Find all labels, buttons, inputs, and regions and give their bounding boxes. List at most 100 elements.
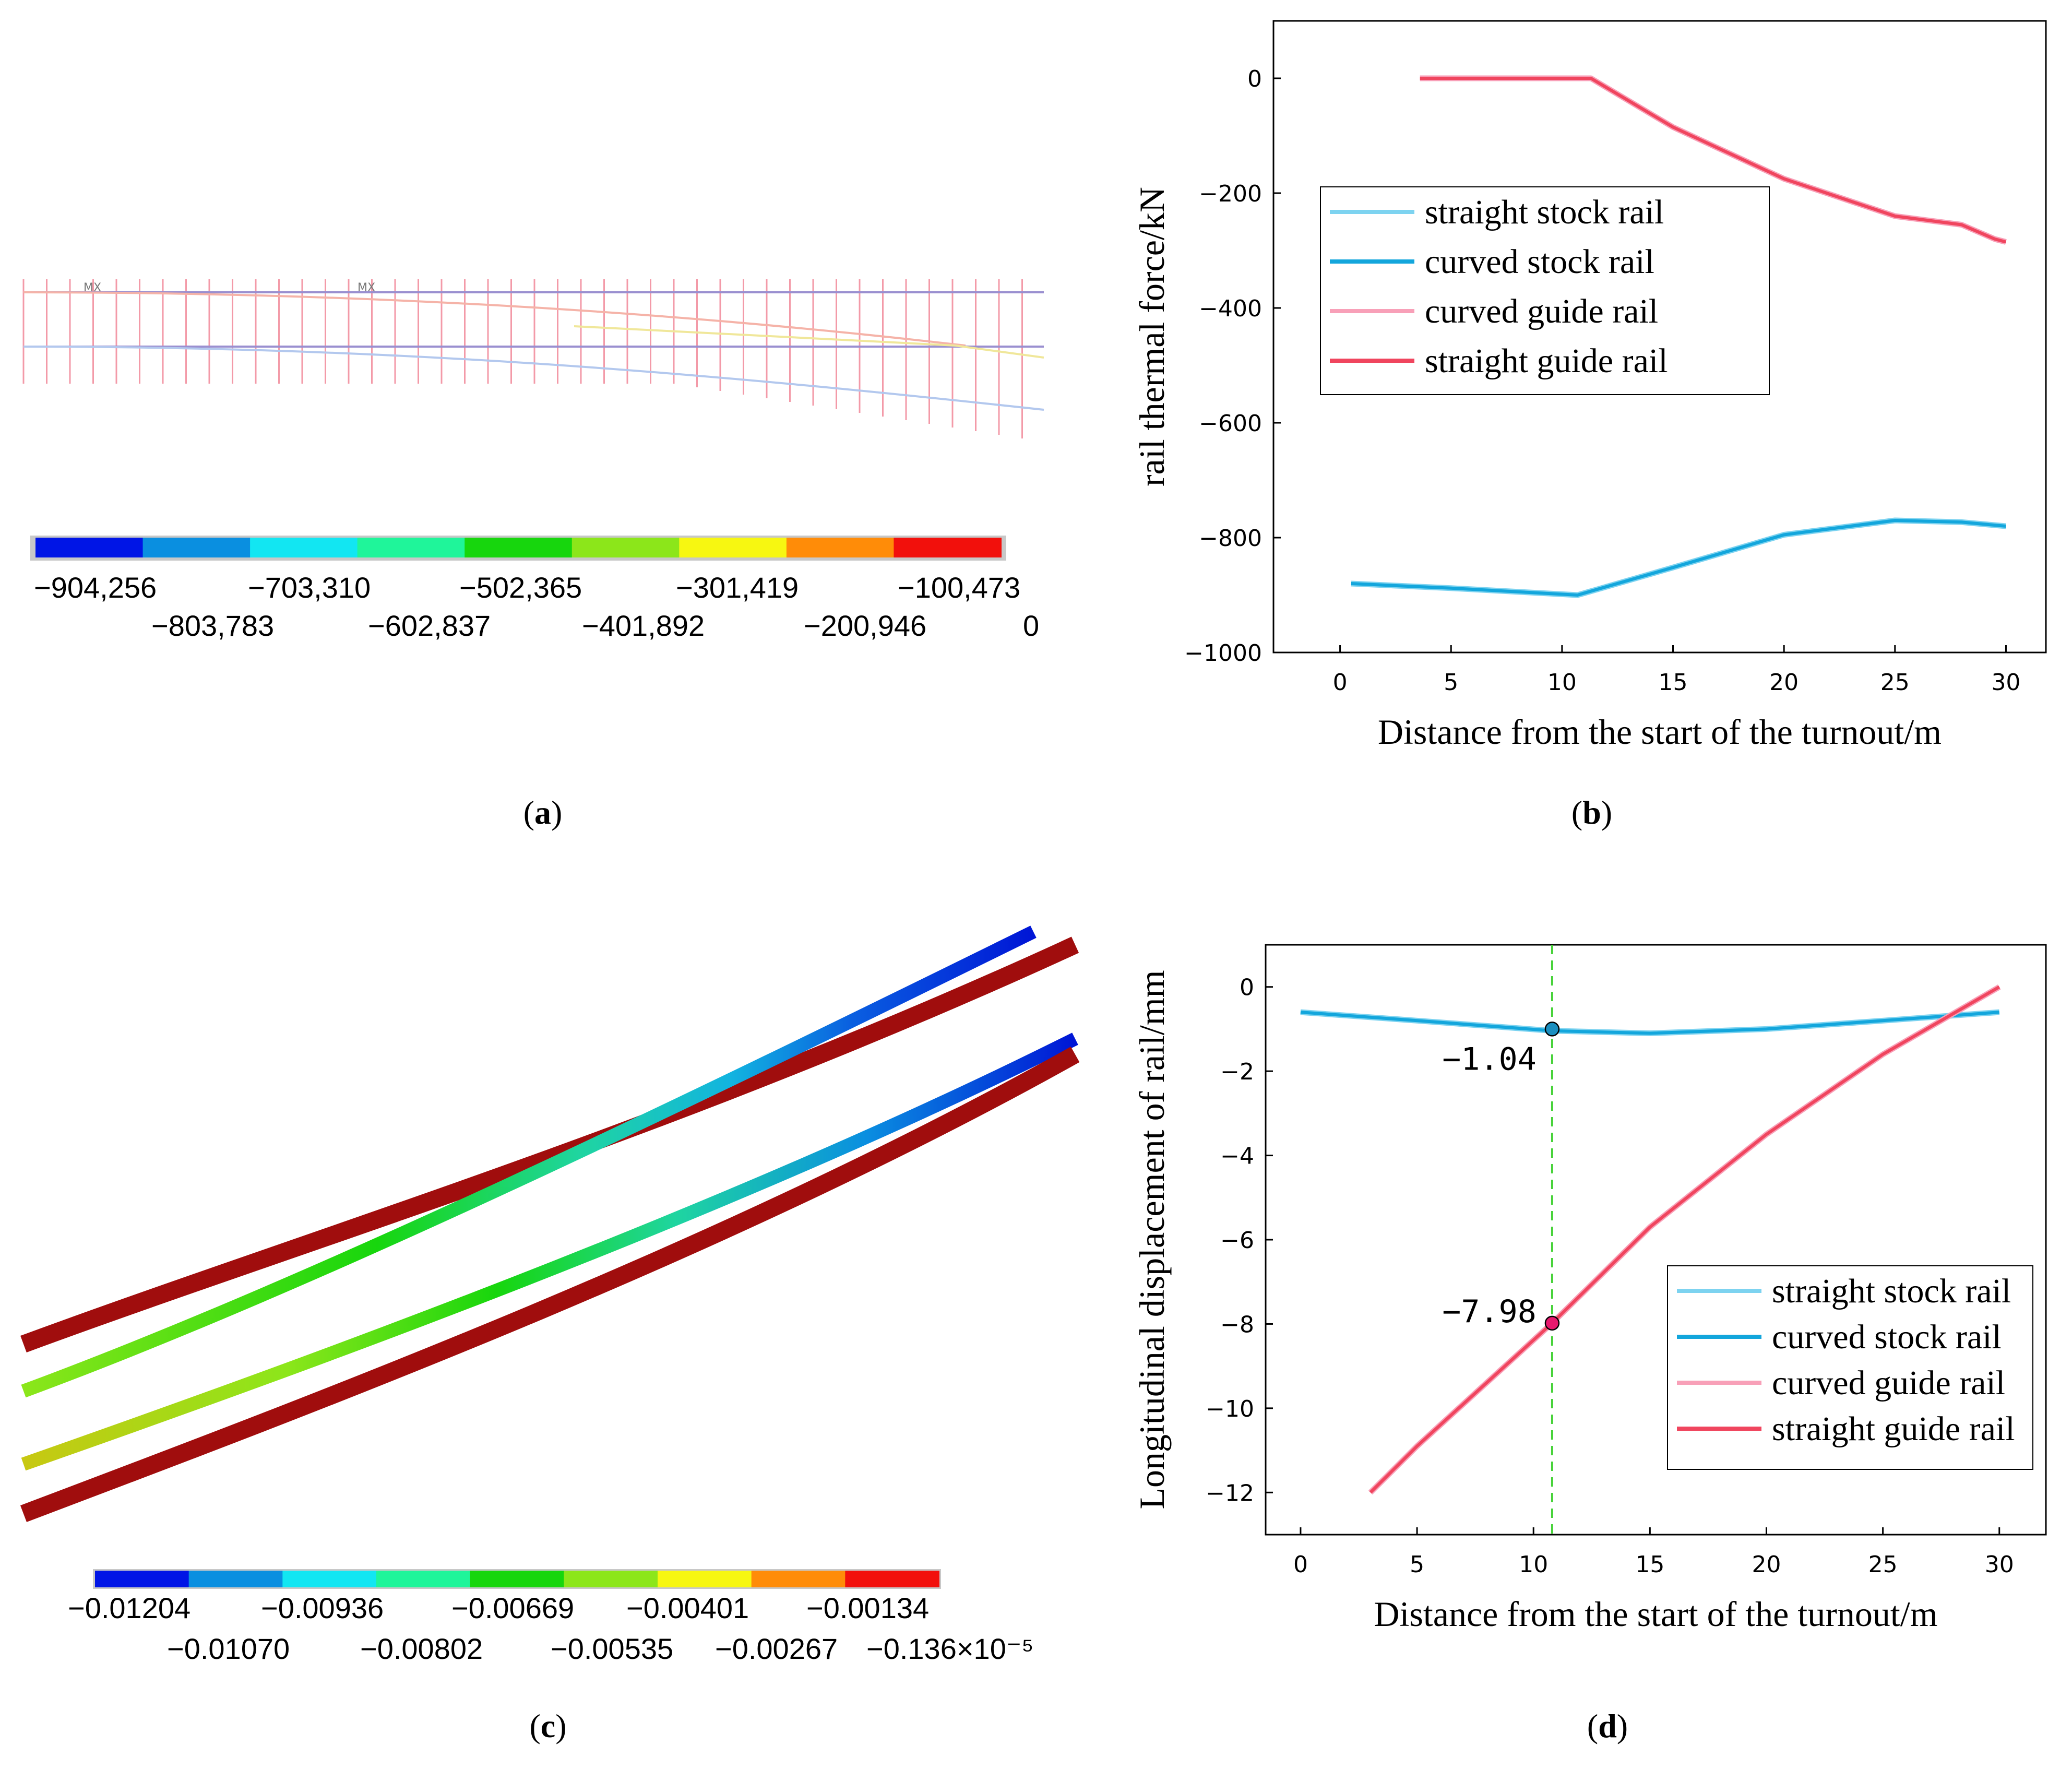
y-tick-label: −600 <box>1199 410 1262 437</box>
colorbar-c-segment <box>376 1571 471 1587</box>
x-axis-title: Distance from the start of the turnout/m <box>1374 1594 1937 1634</box>
x-tick-label: 30 <box>1991 669 2020 696</box>
y-tick-label: −4 <box>1220 1143 1254 1170</box>
y-axis-title: rail thermal force/kN <box>1132 187 1172 486</box>
colorbar-label-top-1: −904,256 <box>34 571 157 604</box>
colorbar-label-bottom-2: −602,837 <box>368 609 491 642</box>
x-tick-label: 0 <box>1333 669 1348 696</box>
guide-rail-mid <box>574 325 1044 359</box>
colorbar-a-segment <box>465 538 573 557</box>
y-tick-label: 0 <box>1240 975 1254 1001</box>
caption-b-letter: b <box>1582 794 1601 831</box>
legend-label: curved stock rail <box>1772 1318 2002 1356</box>
y-tick-label: −200 <box>1199 181 1262 207</box>
y-tick-label: −800 <box>1199 525 1262 552</box>
caption-a-letter: a <box>534 794 551 831</box>
annotation-label: −7.98 <box>1442 1293 1537 1330</box>
y-axis-title: Longitudinal displacement of rail/mm <box>1132 970 1172 1510</box>
legend-label: straight stock rail <box>1772 1272 2011 1310</box>
series-line <box>1369 986 2000 1494</box>
colorbar-c-label-top-5: −0.00134 <box>806 1592 929 1624</box>
panel-c: −0.01204 −0.00936 −0.00669 −0.00401 −0.0… <box>0 887 1096 1769</box>
x-tick-label: 5 <box>1410 1551 1424 1578</box>
y-tick-label: −6 <box>1220 1227 1254 1254</box>
plot-frame <box>1272 20 2047 654</box>
legend-label: straight stock rail <box>1425 193 1664 231</box>
colorbar-c-label-top-4: −0.00401 <box>626 1592 749 1624</box>
legend-label: curved guide rail <box>1772 1364 2005 1402</box>
colorbar-a-segment <box>679 538 787 557</box>
panel-d: 0 5 10 15 20 25 30 0 −2 −4 −6 −8 −10 −12 Distance from… <box>1096 887 2072 1769</box>
colorbar-a-segment <box>786 538 895 557</box>
rail-gradient-lower <box>21 1032 1078 1471</box>
colorbar-c-segment <box>751 1571 846 1587</box>
colorbar-label-top-5: −100,473 <box>898 571 1020 604</box>
colorbar <box>35 538 1002 557</box>
colorbar-c-segment <box>282 1571 377 1587</box>
caption-a: (a) <box>523 794 563 831</box>
colorbar-label-bottom-3: −401,892 <box>582 609 705 642</box>
colorbar-c-label-top-3: −0.00669 <box>451 1592 574 1624</box>
caption-c-letter: c <box>540 1707 556 1744</box>
colorbar-a-segment <box>142 538 251 557</box>
y-tick-label: −2 <box>1220 1059 1254 1085</box>
colorbar-c-segment <box>188 1571 283 1587</box>
y-tick-label: −10 <box>1206 1396 1254 1422</box>
colorbar-c-segment <box>95 1571 189 1587</box>
colorbar-c-label-bottom-3: −0.00535 <box>551 1632 673 1665</box>
colorbar-a-segment <box>357 538 466 557</box>
colorbar-a-segment <box>571 538 680 557</box>
colorbar-c-segment <box>658 1571 752 1587</box>
x-tick-label: 25 <box>1880 669 1910 696</box>
y-tick-label: 0 <box>1247 66 1262 92</box>
chart-d: 0 5 10 15 20 25 30 0 −2 −4 −6 −8 −10 −12 Distance from… <box>1132 944 2047 1634</box>
legend-label: straight guide rail <box>1772 1410 2015 1448</box>
caption-d-letter: d <box>1598 1707 1617 1744</box>
colorbar-a-segment <box>250 538 358 557</box>
x-tick-label: 15 <box>1635 1551 1664 1578</box>
x-tick-label: 15 <box>1659 669 1688 696</box>
colorbar-a-segment <box>35 538 144 557</box>
colorbar-label-bottom-5: 0 <box>1023 609 1039 642</box>
legend-box <box>1667 1265 2033 1470</box>
colorbar-c-label-bottom-4: −0.00267 <box>715 1632 838 1665</box>
y-tick-label: −1000 <box>1184 640 1262 667</box>
series-line <box>1300 1011 1999 1035</box>
panel-a: MX MX −904,256 −703,310 −502,365 −301,41… <box>0 0 1096 856</box>
colorbar-c-label-bottom-1: −0.01070 <box>167 1632 290 1665</box>
colorbar-label-top-3: −502,365 <box>459 571 582 604</box>
colorbar-c-label-bottom-2: −0.00802 <box>360 1632 483 1665</box>
x-tick-label: 25 <box>1868 1551 1898 1578</box>
annotation-marker <box>1544 1315 1560 1331</box>
colorbar-c-segment <box>845 1571 939 1587</box>
caption-b: (b) <box>1571 794 1613 831</box>
rail-gradient-upper <box>21 925 1037 1398</box>
rail-red-lower <box>20 1047 1080 1522</box>
annotation-label: −1.04 <box>1442 1041 1537 1077</box>
panel-b: 0 5 10 15 20 25 30 0 −200 −400 −600 −800 −1000 Distan… <box>1096 0 2072 856</box>
series-line <box>1420 77 2007 244</box>
caption-d: (d) <box>1587 1707 1628 1744</box>
series-line <box>1351 519 2006 597</box>
y-tick-label: −400 <box>1199 295 1262 322</box>
colorbar-c <box>95 1571 939 1587</box>
colorbar-c-label-top-2: −0.00936 <box>261 1592 384 1624</box>
panel-a-canvas: MX MX −904,256 −703,310 −502,365 −301,41… <box>22 279 1044 642</box>
x-tick-label: 20 <box>1752 1551 1781 1578</box>
colorbar-c-segment <box>564 1571 658 1587</box>
curved-rail-lower <box>23 346 1044 411</box>
legend-label: curved stock rail <box>1425 243 1654 281</box>
series-line <box>1300 1009 2000 1036</box>
colorbar-label-top-2: −703,310 <box>248 571 371 604</box>
chart-b: 0 5 10 15 20 25 30 0 −200 −400 −600 −800 −1000 Distan… <box>1132 20 2047 752</box>
x-tick-label: 0 <box>1293 1551 1308 1578</box>
marker-label-2: MX <box>358 281 375 294</box>
panel-c-canvas: −0.01204 −0.00936 −0.00669 −0.00401 −0.0… <box>20 925 1080 1665</box>
x-axis-title: Distance from the start of the turnout/m <box>1378 712 1942 752</box>
colorbar-c-label-bottom-5: −0.136×10⁻⁵ <box>866 1632 1034 1665</box>
colorbar-label-top-4: −301,419 <box>676 571 799 604</box>
caption-c: (c) <box>529 1707 567 1744</box>
legend-label: curved guide rail <box>1425 292 1658 330</box>
series-line <box>1351 517 2006 598</box>
sleepers <box>22 279 1023 438</box>
